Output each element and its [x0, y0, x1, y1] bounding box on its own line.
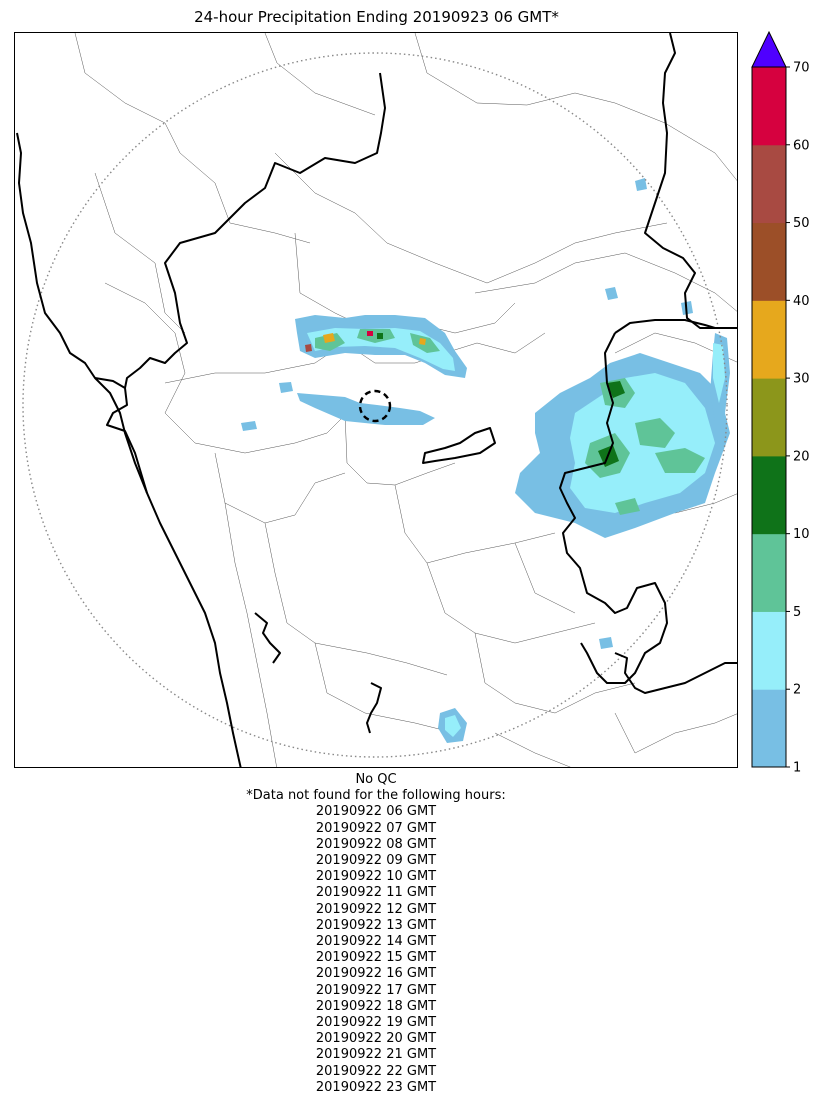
colorbar-tick-label: 40	[793, 294, 810, 309]
colorbar-swatches	[751, 30, 787, 768]
missing-hour-item: 20190922 18 GMT	[315, 998, 437, 1014]
colorbar-outline	[751, 66, 787, 768]
missing-hour-item: 20190922 23 GMT	[315, 1079, 437, 1095]
colorbar-tick-label: 60	[793, 138, 810, 153]
missing-hour-item: 20190922 11 GMT	[315, 885, 437, 901]
colorbar-swatch	[752, 611, 786, 690]
missing-hours-list: 20190922 06 GMT 20190922 07 GMT 20190922 0…	[14, 804, 738, 1096]
state-boundaries	[16, 33, 737, 767]
missing-hour-item: 20190922 16 GMT	[315, 966, 437, 982]
colorbar-labels: 1 2 5 10 20 30 40 50 60 70	[786, 61, 810, 776]
colorbar-swatch	[752, 300, 786, 379]
colorbar-tick-label: 50	[793, 216, 810, 231]
missing-hour-item: 20190922 21 GMT	[315, 1047, 437, 1063]
missing-hour-item: 20190922 15 GMT	[315, 950, 437, 966]
footer-notes: No QC *Data not found for the following …	[14, 772, 738, 1096]
missing-hour-item: 20190922 14 GMT	[315, 934, 437, 950]
qc-status: No QC	[355, 772, 397, 787]
radar-map	[16, 33, 737, 767]
colorbar-tick-label: 10	[793, 527, 810, 542]
colorbar-swatch	[752, 222, 786, 301]
missing-hour-item: 20190922 22 GMT	[315, 1063, 437, 1079]
missing-hour-item: 20190922 08 GMT	[315, 836, 437, 852]
colorbar-tick-label: 20	[793, 449, 810, 464]
colorbar-extend-arrow	[751, 30, 787, 68]
missing-hour-item: 20190922 19 GMT	[315, 1015, 437, 1031]
colorbar-tick-label: 30	[793, 372, 810, 387]
precipitation-areas	[241, 178, 730, 743]
map-title: 24-hour Precipitation Ending 20190923 06…	[194, 8, 559, 26]
colorbar-tick-label: 1	[793, 761, 801, 776]
colorbar-swatch	[752, 455, 786, 535]
missing-hour-item: 20190922 09 GMT	[315, 853, 437, 869]
missing-hour-item: 20190922 10 GMT	[315, 869, 437, 885]
colorbar-swatch	[752, 533, 786, 612]
colorbar-swatch	[752, 67, 786, 146]
missing-hour-item: 20190922 12 GMT	[315, 901, 437, 917]
colorbar-swatch	[752, 689, 786, 768]
missing-hour-item: 20190922 06 GMT	[315, 804, 437, 820]
map-frame	[14, 32, 738, 768]
missing-hour-item: 20190922 20 GMT	[315, 1031, 437, 1047]
colorbar: 1 2 5 10 20 30 40 50 60 70	[751, 30, 810, 776]
radar-site-marker	[358, 389, 392, 423]
district-boundaries	[74, 33, 737, 767]
colorbar-tick-label: 70	[793, 61, 810, 76]
missing-hour-item: 20190922 17 GMT	[315, 982, 437, 998]
colorbar-swatch	[752, 144, 786, 224]
colorbar-tick-label: 2	[793, 683, 801, 698]
radar-range-ring	[22, 52, 728, 758]
missing-hour-item: 20190922 07 GMT	[315, 820, 437, 836]
colorbar-swatch	[752, 378, 786, 457]
missing-hour-item: 20190922 13 GMT	[315, 917, 437, 933]
colorbar-tick-label: 5	[793, 605, 801, 620]
missing-data-header: *Data not found for the following hours:	[246, 788, 506, 804]
